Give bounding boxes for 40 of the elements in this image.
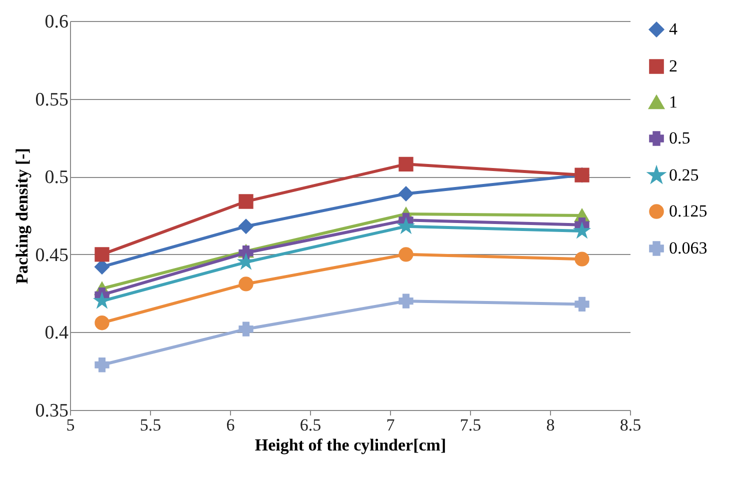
legend-label: 0.25 (669, 166, 699, 184)
point (238, 254, 254, 268)
y-axis-title: Packing density [-] (12, 148, 32, 284)
point (574, 252, 590, 266)
legend-label: 1 (669, 92, 678, 112)
point (94, 247, 110, 262)
point (574, 224, 590, 238)
point (94, 294, 110, 308)
point (94, 358, 110, 372)
legend-label: 0.063 (669, 238, 708, 258)
x-tick-label: 8 (546, 416, 555, 434)
legend-label: 4 (669, 20, 678, 38)
x-tick-label: 6.5 (300, 416, 322, 434)
legend-label: 2 (669, 56, 678, 76)
point (238, 219, 254, 234)
point (238, 194, 254, 209)
y-tick-label: 0.6 (44, 12, 68, 32)
y-tick-label: 0.55 (35, 89, 68, 110)
y-tick-label: 0.45 (35, 244, 68, 266)
y-tick-label: 0.35 (35, 400, 68, 422)
x-tick-label: 5.5 (140, 416, 162, 434)
point (398, 247, 414, 262)
x-axis-title: Height of the cylinder[cm] (254, 436, 446, 454)
point (94, 260, 110, 274)
point (94, 316, 110, 330)
x-tick-label: 5 (66, 416, 75, 434)
x-tick-label: 6 (226, 416, 235, 434)
point (574, 296, 590, 312)
legend-label: 0.125 (669, 202, 708, 220)
y-tick-label: 0.5 (44, 167, 68, 188)
point (398, 156, 414, 172)
point (238, 322, 254, 336)
point (398, 186, 414, 202)
x-tick-label: 7.5 (460, 416, 482, 434)
x-tick-label: 8.5 (620, 416, 642, 434)
point (238, 276, 254, 292)
x-tick-label: 7 (386, 416, 396, 434)
point (398, 294, 414, 308)
legend-label: 0.5 (669, 128, 690, 148)
y-tick-label: 0.4 (44, 322, 69, 344)
